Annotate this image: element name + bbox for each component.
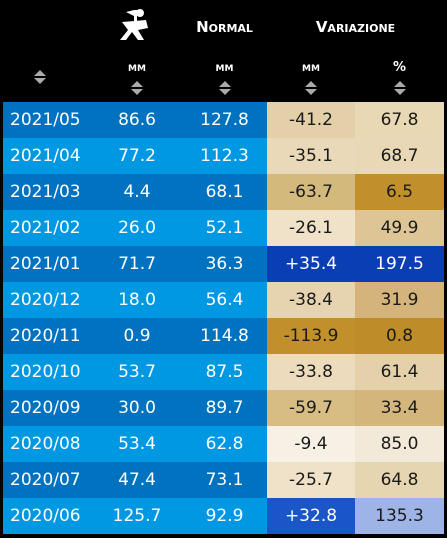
table-cell: 125.7 (92, 498, 182, 534)
table-cell: 114.8 (182, 318, 267, 354)
table-cell: 2021/03 (3, 174, 92, 210)
table-cell: 73.1 (182, 462, 267, 498)
sort-button[interactable] (393, 80, 407, 96)
sort-button[interactable] (304, 80, 318, 96)
table-cell: 71.7 (92, 246, 182, 282)
table-cell: 36.3 (182, 246, 267, 282)
table-cell: 85.0 (355, 426, 444, 462)
unit-label: mm (302, 60, 320, 75)
table-cell: 86.6 (92, 102, 182, 138)
table-cell: 33.4 (355, 390, 444, 426)
table-row: 2021/02 26.0 52.1 -26.1 49.9 (3, 210, 444, 246)
table-row: 2020/09 30.0 89.7 -59.7 33.4 (3, 390, 444, 426)
table-cell: 89.7 (182, 390, 267, 426)
table-row: 2021/01 71.7 36.3 +35.4 197.5 (3, 246, 444, 282)
table-cell: 2021/01 (3, 246, 92, 282)
table-cell: -113.9 (267, 318, 355, 354)
table-cell: 92.9 (182, 498, 267, 534)
table-cell: 56.4 (182, 282, 267, 318)
table-cell: -38.4 (267, 282, 355, 318)
unit-label: mm (215, 60, 234, 75)
table-cell: 2020/10 (3, 354, 92, 390)
table-cell: 0.9 (92, 318, 182, 354)
unit-label: % (392, 60, 407, 75)
table-row: 2021/03 4.4 68.1 -63.7 6.5 (3, 174, 444, 210)
table-cell: 2021/05 (3, 102, 92, 138)
table-row: 2021/05 86.6 127.8 -41.2 67.8 (3, 102, 444, 138)
table-cell: 2020/07 (3, 462, 92, 498)
table-cell: 197.5 (355, 246, 444, 282)
table-cell: 2020/11 (3, 318, 92, 354)
table-cell: 49.9 (355, 210, 444, 246)
sort-button[interactable] (130, 80, 144, 96)
unit-label: mm (128, 60, 146, 75)
table-cell: 68.7 (355, 138, 444, 174)
table-cell: 47.4 (92, 462, 182, 498)
table-cell: 61.4 (355, 354, 444, 390)
table-cell: 68.1 (182, 174, 267, 210)
table-cell: +32.8 (267, 498, 355, 534)
table-body: 2021/05 86.6 127.8 -41.2 67.8 2021/04 77.2 112.… (3, 102, 444, 534)
station-icon (120, 9, 148, 40)
table-cell: 18.0 (92, 282, 182, 318)
table-cell: 64.8 (355, 462, 444, 498)
table-cell: +35.4 (267, 246, 355, 282)
table-cell: 67.8 (355, 102, 444, 138)
table-cell: 2020/08 (3, 426, 92, 462)
header-normal: Normal (196, 18, 253, 36)
table-row: 2021/04 77.2 112.3 -35.1 68.7 (3, 138, 444, 174)
table-row: 2020/06 125.7 92.9 +32.8 135.3 (3, 498, 444, 534)
table-cell: 112.3 (182, 138, 267, 174)
sort-button[interactable] (218, 80, 232, 96)
table-cell: 30.0 (92, 390, 182, 426)
table-cell: 26.0 (92, 210, 182, 246)
table-cell: -59.7 (267, 390, 355, 426)
table-row: 2020/08 53.4 62.8 -9.4 85.0 (3, 426, 444, 462)
table-cell: 87.5 (182, 354, 267, 390)
table-cell: 53.4 (92, 426, 182, 462)
table-cell: 2021/04 (3, 138, 92, 174)
table-cell: 53.7 (92, 354, 182, 390)
table-cell: -35.1 (267, 138, 355, 174)
table-cell: 0.8 (355, 318, 444, 354)
table-cell: 4.4 (92, 174, 182, 210)
table-row: 2020/10 53.7 87.5 -33.8 61.4 (3, 354, 444, 390)
table-cell: 2021/02 (3, 210, 92, 246)
table-cell: 135.3 (355, 498, 444, 534)
table-row: 2020/11 0.9 114.8 -113.9 0.8 (3, 318, 444, 354)
table-cell: -26.1 (267, 210, 355, 246)
table-cell: 77.2 (92, 138, 182, 174)
header-variazione: Variazione (315, 18, 396, 36)
table-cell: 2020/12 (3, 282, 92, 318)
table-row: 2020/07 47.4 73.1 -25.7 64.8 (3, 462, 444, 498)
table-cell: -41.2 (267, 102, 355, 138)
table-cell: 2020/06 (3, 498, 92, 534)
table-cell: 2020/09 (3, 390, 92, 426)
table-cell: 6.5 (355, 174, 444, 210)
table-cell: -9.4 (267, 426, 355, 462)
table-cell: 127.8 (182, 102, 267, 138)
table-cell: -33.8 (267, 354, 355, 390)
table-cell: 31.9 (355, 282, 444, 318)
sort-button[interactable] (33, 69, 47, 85)
table-cell: 52.1 (182, 210, 267, 246)
table-row: 2020/12 18.0 56.4 -38.4 31.9 (3, 282, 444, 318)
table-cell: 62.8 (182, 426, 267, 462)
table-cell: -25.7 (267, 462, 355, 498)
table-cell: -63.7 (267, 174, 355, 210)
